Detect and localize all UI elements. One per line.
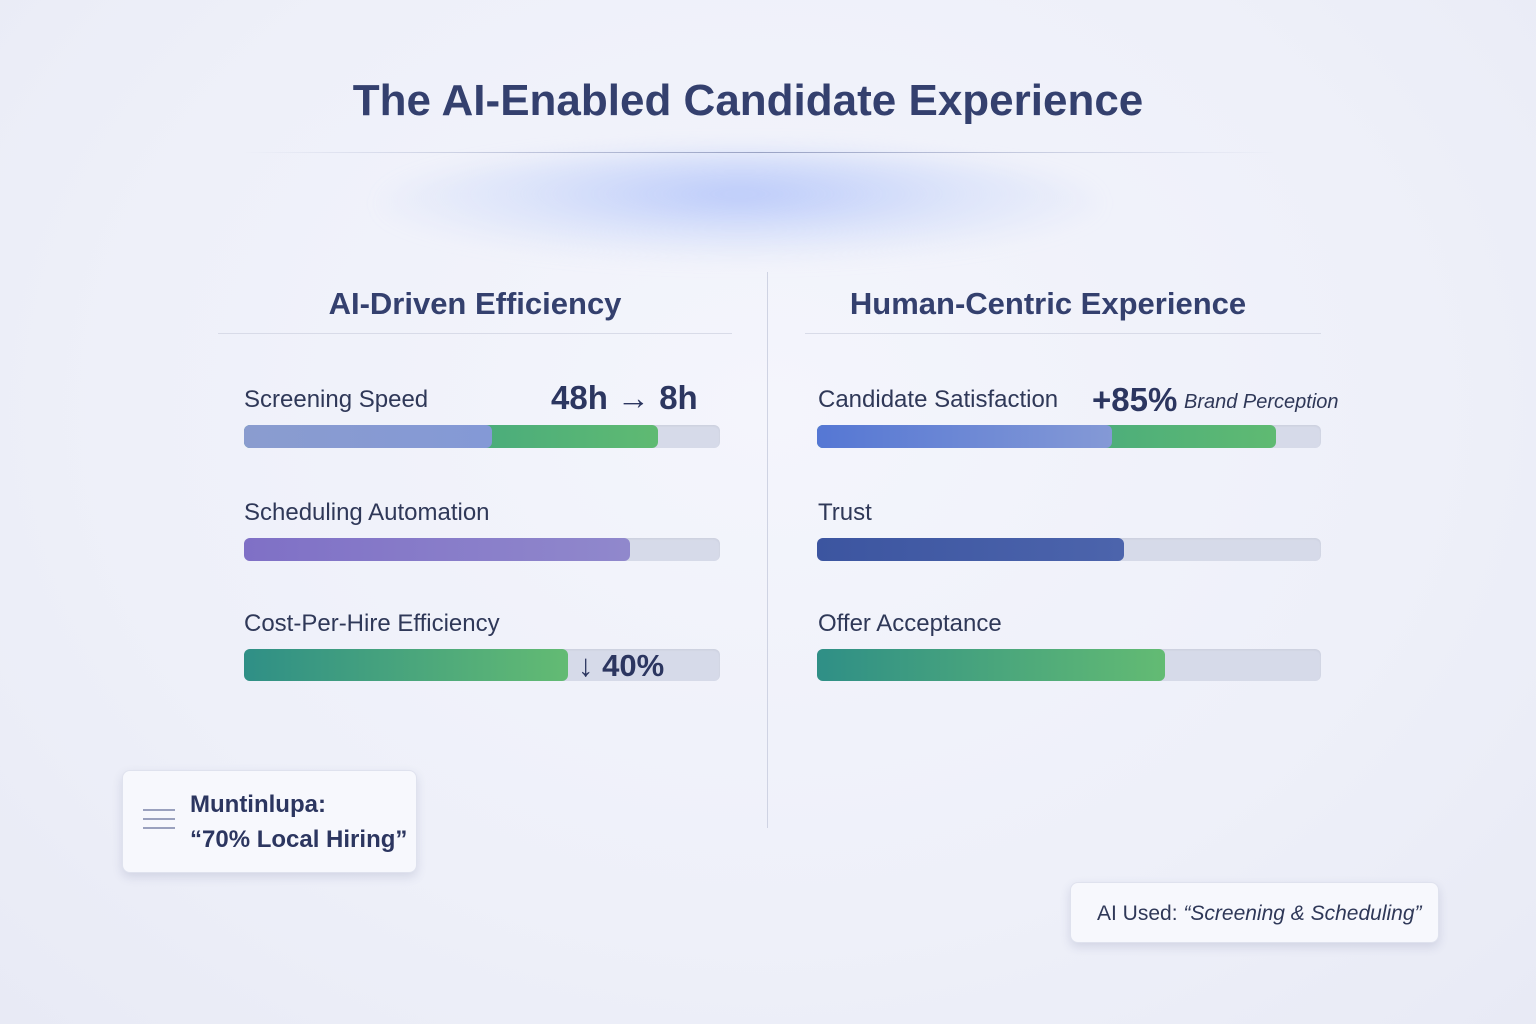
page-title: The AI-Enabled Candidate Experience: [352, 76, 1144, 125]
cost-per-hire-bar: [244, 649, 720, 681]
column-divider: [767, 272, 768, 828]
trust-label: Trust: [818, 499, 872, 526]
ai-used-note: AI Used: “Screening & Scheduling”: [1070, 882, 1439, 943]
scheduling-automation-bar: [244, 538, 720, 561]
bar-fill: [817, 649, 1165, 681]
scheduling-automation-label: Scheduling Automation: [244, 499, 490, 526]
left-heading-rule: [218, 333, 732, 334]
bar-fill-primary: [817, 425, 1112, 448]
cost-per-hire-metric: ↓ 40%: [578, 648, 665, 683]
ai-used-value: “Screening & Scheduling”: [1183, 902, 1422, 925]
local-hiring-note: Muntinlupa: “70% Local Hiring”: [122, 770, 417, 873]
right-column-heading: Human-Centric Experience: [849, 286, 1247, 321]
right-heading-rule: [805, 333, 1321, 334]
ai-used-prefix: AI Used:: [1097, 902, 1178, 925]
trust-bar: [817, 538, 1321, 561]
local-hiring-value: “70% Local Hiring”: [190, 826, 408, 853]
candidate-satisfaction-bar: [817, 425, 1321, 448]
cost-per-hire-label: Cost-Per-Hire Efficiency: [244, 610, 500, 637]
bar-fill-primary: [244, 425, 492, 448]
screening-speed-label: Screening Speed: [244, 386, 429, 413]
title-divider: [240, 152, 1280, 153]
menu-icon: [143, 809, 175, 836]
candidate-satisfaction-metric: +85%: [1092, 381, 1178, 418]
bar-fill: [244, 538, 630, 561]
screening-speed-bar: [244, 425, 720, 448]
bar-fill: [817, 538, 1125, 561]
brand-perception-caption: Brand Perception: [1184, 391, 1339, 413]
bar-fill: [244, 649, 568, 681]
left-column-heading: AI-Driven Efficiency: [328, 286, 622, 321]
offer-acceptance-bar: [817, 649, 1321, 681]
decorative-glow: [380, 150, 1100, 260]
offer-acceptance-label: Offer Acceptance: [818, 610, 1002, 637]
candidate-satisfaction-label: Candidate Satisfaction: [818, 386, 1059, 413]
local-hiring-location: Muntinlupa:: [190, 791, 326, 818]
screening-speed-metric: 48h → 8h: [551, 379, 698, 416]
